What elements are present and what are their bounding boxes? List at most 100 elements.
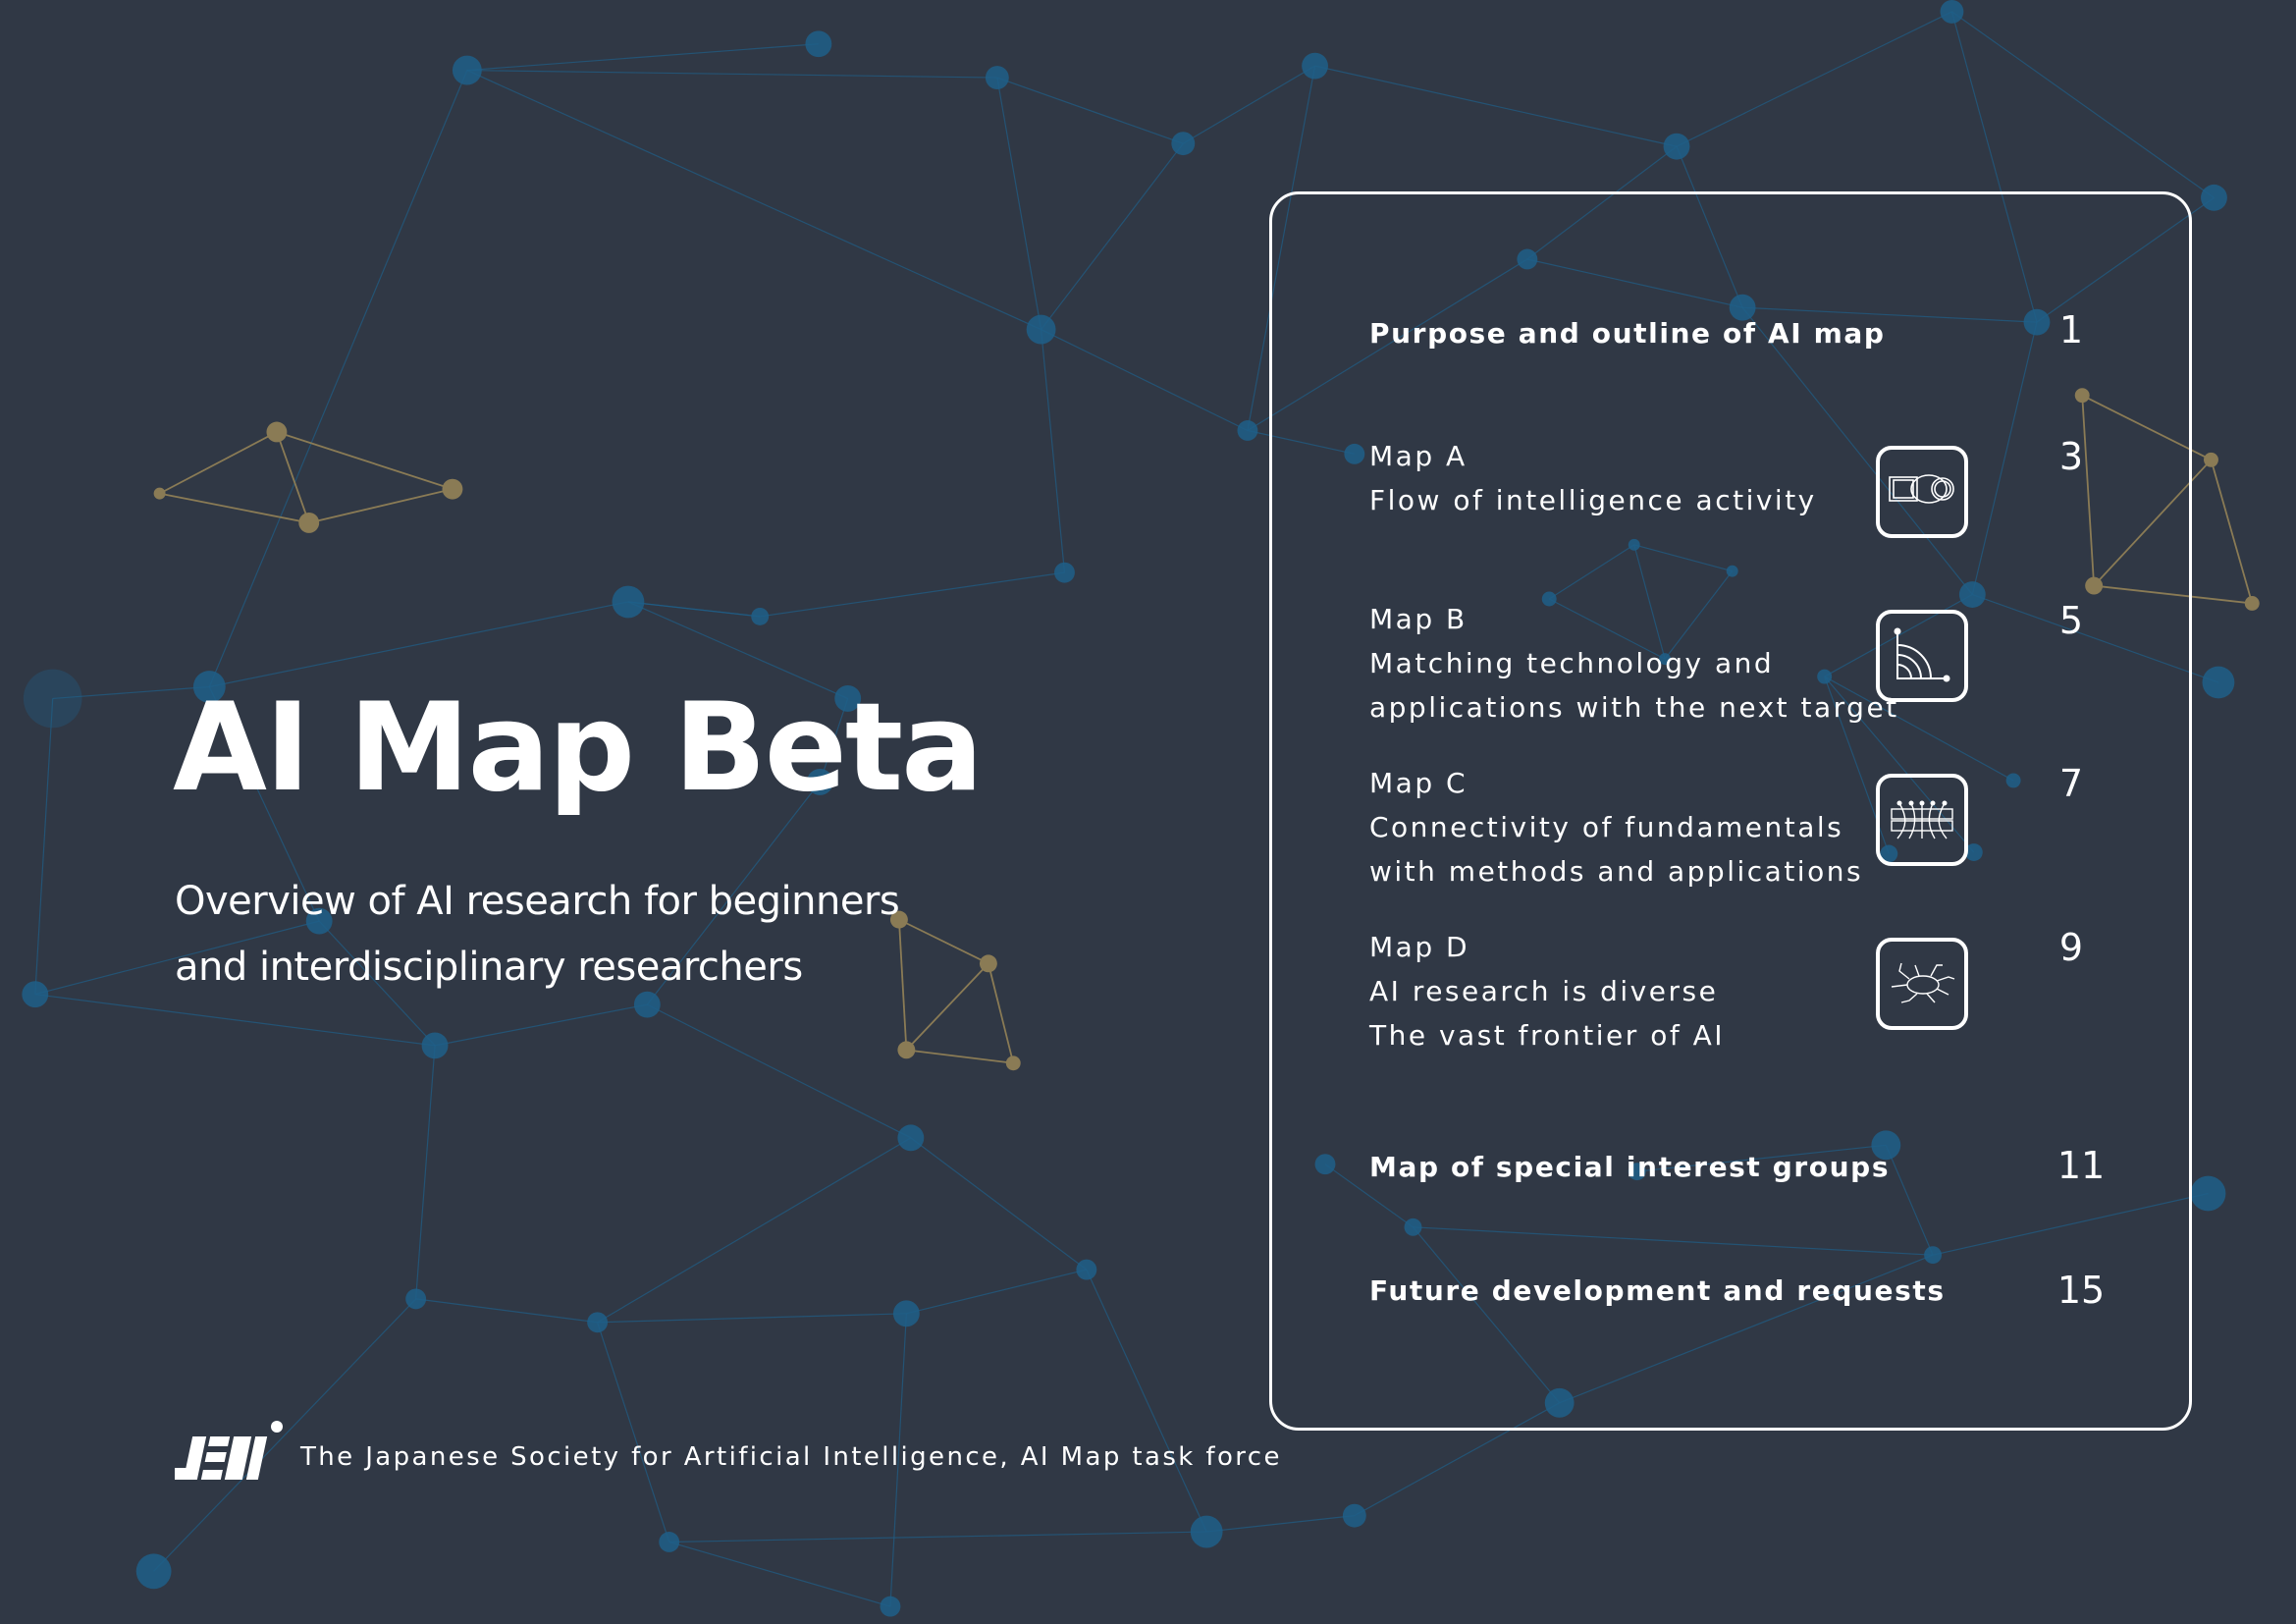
toc-item-future-development[interactable]: Future development and requests — [1369, 1269, 1946, 1313]
toc-page-number: 11 — [2056, 1144, 2106, 1187]
network-node — [587, 1312, 609, 1333]
network-edge — [34, 698, 54, 995]
network-edge — [889, 1313, 907, 1607]
footer: The Japanese Society for Artificial Inte… — [175, 1419, 1282, 1484]
network-node — [1314, 1154, 1336, 1175]
network-edge — [1664, 570, 1734, 660]
network-edge — [466, 69, 997, 79]
network-node — [806, 769, 833, 795]
network-node — [1726, 565, 1738, 577]
network-node — [612, 585, 645, 619]
connectivity-icon — [1876, 774, 1968, 866]
network-edge — [996, 77, 1042, 330]
network-node — [892, 1300, 920, 1327]
toc-page-number: 3 — [2058, 435, 2084, 478]
network-edge — [466, 70, 1041, 331]
toc-item-map-c[interactable]: Map C Connectivity of fundamentals with … — [1369, 761, 1863, 893]
network-node — [1964, 843, 1983, 861]
network-node — [805, 30, 832, 58]
network-edge-gold — [308, 488, 454, 524]
network-node-gold — [889, 910, 908, 929]
network-node — [985, 66, 1009, 89]
toc-label: The vast frontier of AI — [1369, 1019, 1725, 1052]
toc-label: AI research is diverse — [1369, 975, 1719, 1007]
flow-icon — [1876, 446, 1968, 538]
toc-item-map-b[interactable]: Map B Matching technology and applicatio… — [1369, 597, 1899, 730]
network-edge-gold — [898, 919, 908, 1051]
toc-label: Map B — [1369, 603, 1468, 635]
network-edge — [668, 1541, 891, 1607]
network-edge — [1526, 145, 1678, 260]
network-edge — [1676, 11, 1952, 147]
network-edge — [1041, 142, 1184, 330]
network-edge — [1951, 11, 2215, 198]
network-node — [2202, 666, 2235, 699]
network-edge — [1324, 1164, 1414, 1228]
network-edge — [208, 686, 320, 922]
jsai-logo — [175, 1421, 283, 1480]
toc-page-number: 1 — [2058, 308, 2084, 352]
network-edge — [1247, 66, 1316, 431]
toc-page-number: 5 — [2058, 599, 2084, 642]
network-edge — [597, 1137, 912, 1324]
network-edge — [1086, 1269, 1207, 1533]
network-edge — [434, 1003, 648, 1047]
network-node-gold — [2085, 576, 2104, 595]
network-node — [405, 1288, 427, 1310]
network-node-gold — [442, 478, 463, 500]
network-node — [1054, 562, 1075, 583]
network-node — [2190, 1175, 2226, 1212]
network-edge — [760, 571, 1065, 618]
network-edge — [209, 601, 629, 688]
toc-label: Map of special interest groups — [1369, 1151, 1891, 1183]
network-edge — [34, 920, 320, 996]
toc-page-number: 9 — [2058, 926, 2084, 969]
network-edge — [597, 1313, 907, 1324]
network-node — [1659, 653, 1672, 666]
network-node — [452, 55, 482, 85]
network-edge-gold — [905, 962, 989, 1051]
network-edge — [34, 994, 436, 1047]
network-node-gold — [979, 954, 997, 973]
network-node — [135, 1553, 172, 1590]
network-edge — [415, 1045, 436, 1299]
network-edge — [1633, 544, 1733, 572]
network-edge — [466, 43, 819, 72]
network-edge — [1247, 258, 1528, 431]
network-edge — [1548, 598, 1666, 660]
network-edge — [1041, 329, 1249, 432]
network-edge-gold — [906, 1049, 1014, 1064]
network-node — [2201, 184, 2227, 211]
network-node — [1924, 1246, 1943, 1265]
network-edge — [996, 77, 1184, 144]
toc-label: Map A — [1369, 440, 1468, 472]
network-edge-gold — [898, 918, 989, 965]
network-node — [2023, 308, 2051, 336]
subtitle: Overview of AI research for beginners an… — [175, 869, 900, 1001]
subtitle-line: and interdisciplinary researchers — [175, 945, 803, 990]
toc-item-special-interest-groups[interactable]: Map of special interest groups — [1369, 1145, 1890, 1189]
toc-item-map-d[interactable]: Map D AI research is diverse The vast fr… — [1369, 925, 1725, 1057]
toc-page-number: 15 — [2056, 1269, 2106, 1312]
network-edge — [1885, 1145, 1934, 1256]
network-edge — [1950, 11, 2038, 323]
network-node — [2005, 773, 2021, 788]
network-edge-gold — [988, 963, 1015, 1063]
network-edge — [318, 920, 436, 1047]
network-node — [633, 991, 661, 1018]
network-node — [1958, 581, 1986, 608]
toc-item-map-a[interactable]: Map A Flow of intelligence activity — [1369, 434, 1817, 522]
network-node — [1517, 248, 1538, 270]
table-of-contents — [1269, 191, 2192, 1431]
network-edge-gold — [2081, 395, 2096, 586]
network-node — [1541, 591, 1557, 607]
toc-item-purpose[interactable]: Purpose and outline of AI map — [1369, 311, 1886, 355]
network-node-gold — [897, 1041, 916, 1059]
network-edge — [1548, 544, 1635, 600]
network-node — [1404, 1218, 1422, 1236]
network-edge — [910, 1137, 1088, 1271]
network-edge — [1247, 429, 1355, 455]
network-node — [1817, 669, 1833, 684]
network-node — [1628, 538, 1640, 551]
toc-label: Connectivity of fundamentals — [1369, 811, 1844, 843]
